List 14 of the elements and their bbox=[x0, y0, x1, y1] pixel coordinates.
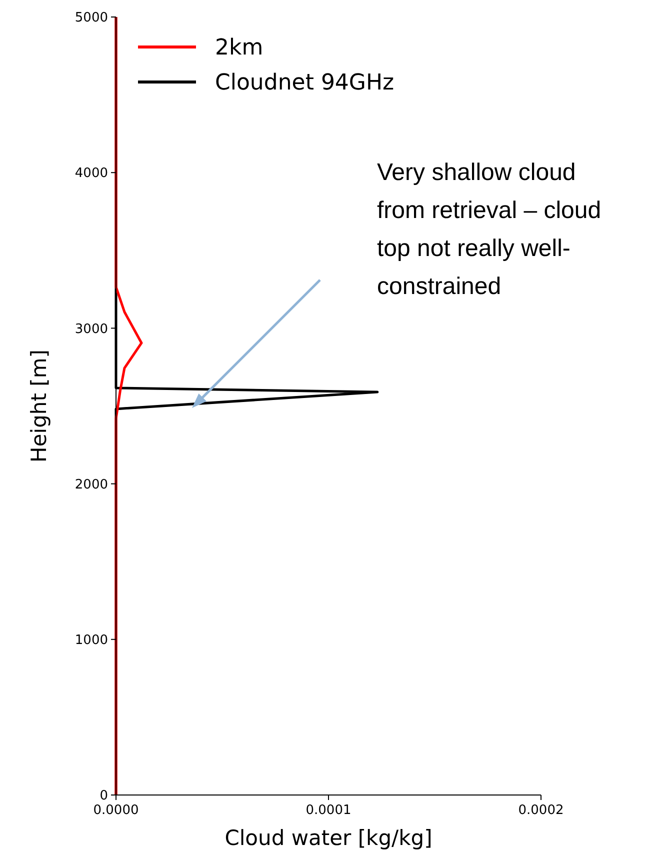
y-tick-label: 4000 bbox=[74, 166, 108, 182]
y-tick-label: 2000 bbox=[74, 477, 108, 492]
x-tick-label: 0.0001 bbox=[306, 803, 352, 818]
y-tick-label: 3000 bbox=[74, 322, 108, 337]
legend-label: 2km bbox=[215, 36, 264, 61]
y-tick-label: 0 bbox=[100, 788, 108, 804]
x-axis-title: Cloud water [kg/kg] bbox=[224, 826, 432, 850]
y-tick-label: 1000 bbox=[74, 632, 108, 648]
x-tick-label: 0.0002 bbox=[518, 803, 564, 818]
legend-label: Cloudnet 94GHz bbox=[215, 70, 394, 96]
y-tick-label: 5000 bbox=[74, 10, 108, 26]
annotation: Very shallow cloud from retrieval – cloud top not really well-constrained bbox=[377, 159, 602, 300]
x-tick-label: 0.0000 bbox=[93, 803, 139, 818]
y-axis-title: Height [m] bbox=[27, 350, 51, 462]
